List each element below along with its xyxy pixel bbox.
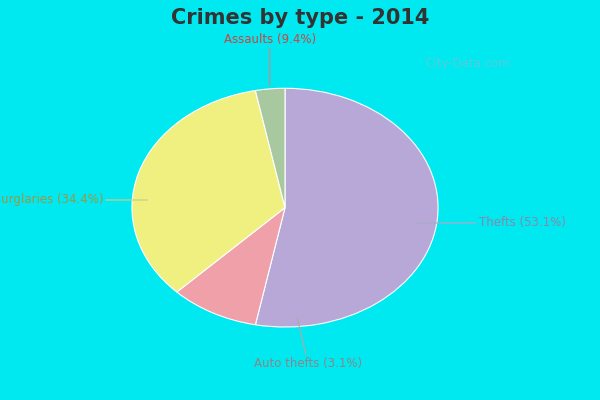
Wedge shape <box>256 88 285 208</box>
Text: City-Data.com: City-Data.com <box>425 58 511 70</box>
Text: Thefts (53.1%): Thefts (53.1%) <box>415 216 566 230</box>
Wedge shape <box>256 88 438 327</box>
Text: Burglaries (34.4%): Burglaries (34.4%) <box>0 194 147 206</box>
Wedge shape <box>132 90 285 292</box>
Text: Auto thefts (3.1%): Auto thefts (3.1%) <box>254 318 362 370</box>
Text: Assaults (9.4%): Assaults (9.4%) <box>224 33 316 85</box>
Wedge shape <box>177 208 285 325</box>
Text: Crimes by type - 2014: Crimes by type - 2014 <box>171 8 429 28</box>
